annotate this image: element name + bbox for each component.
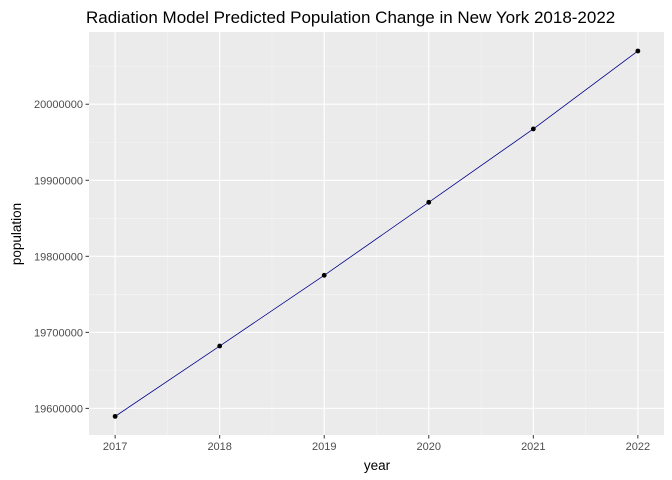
x-tick-label: 2019	[312, 441, 336, 453]
major-gridlines	[89, 32, 664, 435]
x-tick-label: 2017	[103, 441, 127, 453]
x-tick-label: 2021	[521, 441, 545, 453]
data-point	[321, 272, 327, 278]
y-axis-title: population	[9, 203, 24, 265]
series-layer	[114, 50, 639, 417]
y-tick-label: 19800000	[34, 251, 83, 263]
y-tick-label: 20000000	[34, 99, 83, 111]
data-point	[112, 413, 118, 419]
minor-gridlines	[89, 32, 664, 435]
x-axis-title: year	[364, 458, 391, 473]
x-tick-label: 2020	[417, 441, 441, 453]
data-point	[426, 199, 432, 205]
x-axis: 2017 2018 2019 2020 2021 2022	[103, 435, 650, 453]
data-point	[635, 48, 641, 54]
y-axis: 19600000 19700000 19800000 19900000 20000000	[34, 99, 89, 415]
series-line	[114, 50, 639, 417]
y-tick-label: 19600000	[34, 403, 83, 415]
chart-title: Radiation Model Predicted Population Cha…	[86, 8, 615, 27]
data-point	[217, 343, 223, 349]
x-tick-label: 2022	[626, 441, 650, 453]
y-tick-label: 19700000	[34, 327, 83, 339]
y-tick-label: 19900000	[34, 175, 83, 187]
data-point	[530, 126, 536, 132]
x-tick-label: 2018	[207, 441, 231, 453]
points-layer	[112, 48, 641, 419]
